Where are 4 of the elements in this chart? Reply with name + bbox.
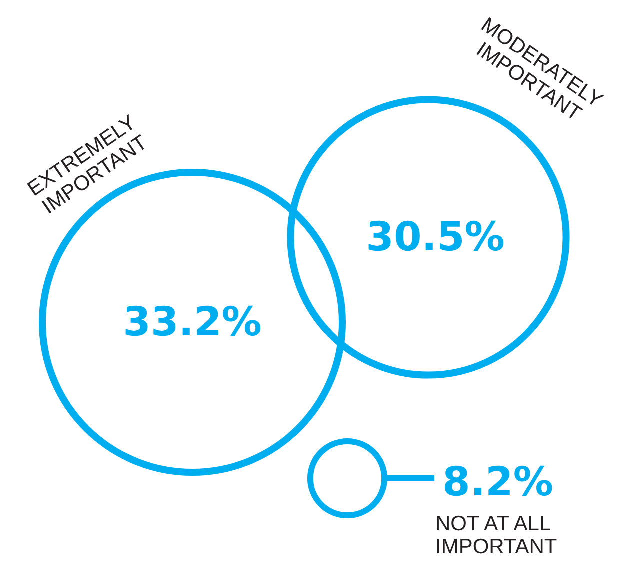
data-label: 30.5% [366,214,505,260]
data-label: 8.2% [442,460,554,506]
data-label: 33.2% [123,300,262,346]
category-label: NOT AT ALL IMPORTANT [436,512,558,558]
